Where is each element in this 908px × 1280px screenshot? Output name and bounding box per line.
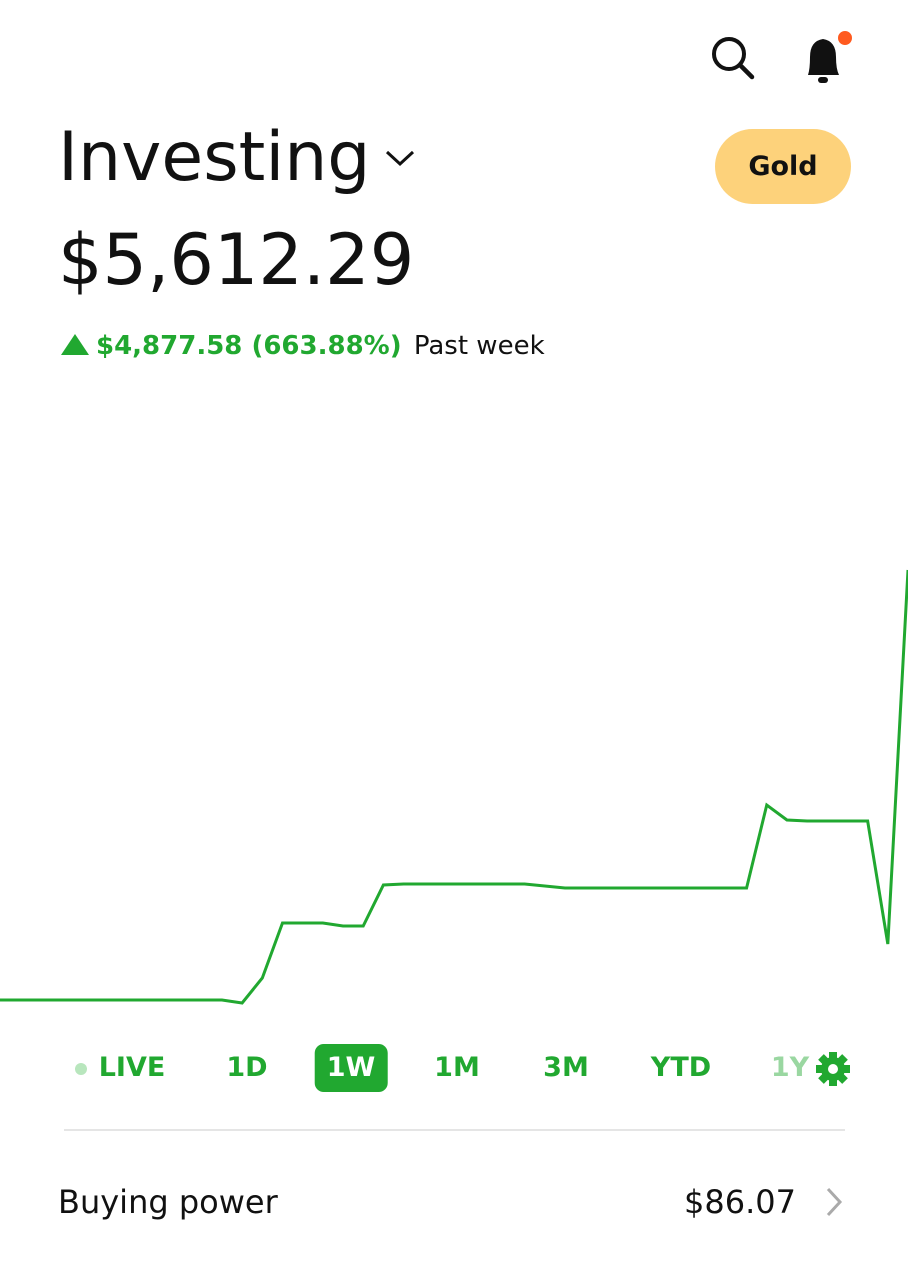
- settings-icon[interactable]: [815, 1051, 851, 1087]
- chevron-right[interactable]: [822, 1186, 846, 1218]
- portfolio-chart: [0, 569, 908, 1005]
- dropdown-chevron: [386, 150, 415, 167]
- gold-badge[interactable]: Gold: [715, 129, 851, 204]
- balance: $5,612.29: [58, 219, 415, 301]
- range-tabs: LIVE 1D 1W 1M 3M YTD 1Y: [0, 1044, 908, 1094]
- range-tab[interactable]: 1W: [314, 1044, 388, 1092]
- top-icons: [712, 29, 854, 83]
- range-tab[interactable]: 1M: [434, 1052, 480, 1083]
- range-tab[interactable]: LIVE: [98, 1052, 166, 1083]
- account-title[interactable]: Investing: [58, 118, 416, 198]
- change-period: Past week: [413, 331, 545, 361]
- change-row: $4,877.58 (663.88%) Past week: [60, 328, 545, 364]
- portfolio-line: [0, 569, 908, 1005]
- range-tab[interactable]: YTD: [650, 1052, 712, 1083]
- divider: [64, 1129, 845, 1131]
- buying-power-label[interactable]: Buying power: [58, 1183, 278, 1221]
- live-dot: [75, 1063, 87, 1075]
- range-tab[interactable]: 3M: [543, 1052, 589, 1083]
- title-text: Investing: [58, 118, 371, 197]
- range-tab[interactable]: 1Y: [770, 1052, 810, 1083]
- search-icon[interactable]: [712, 37, 755, 80]
- change: $4,877.58 (663.88%): [96, 331, 402, 361]
- up-arrow: [61, 334, 89, 355]
- range-tab[interactable]: 1D: [226, 1052, 268, 1083]
- notifications-icon[interactable]: [808, 29, 854, 83]
- buying-power-value[interactable]: $86.07: [684, 1183, 796, 1221]
